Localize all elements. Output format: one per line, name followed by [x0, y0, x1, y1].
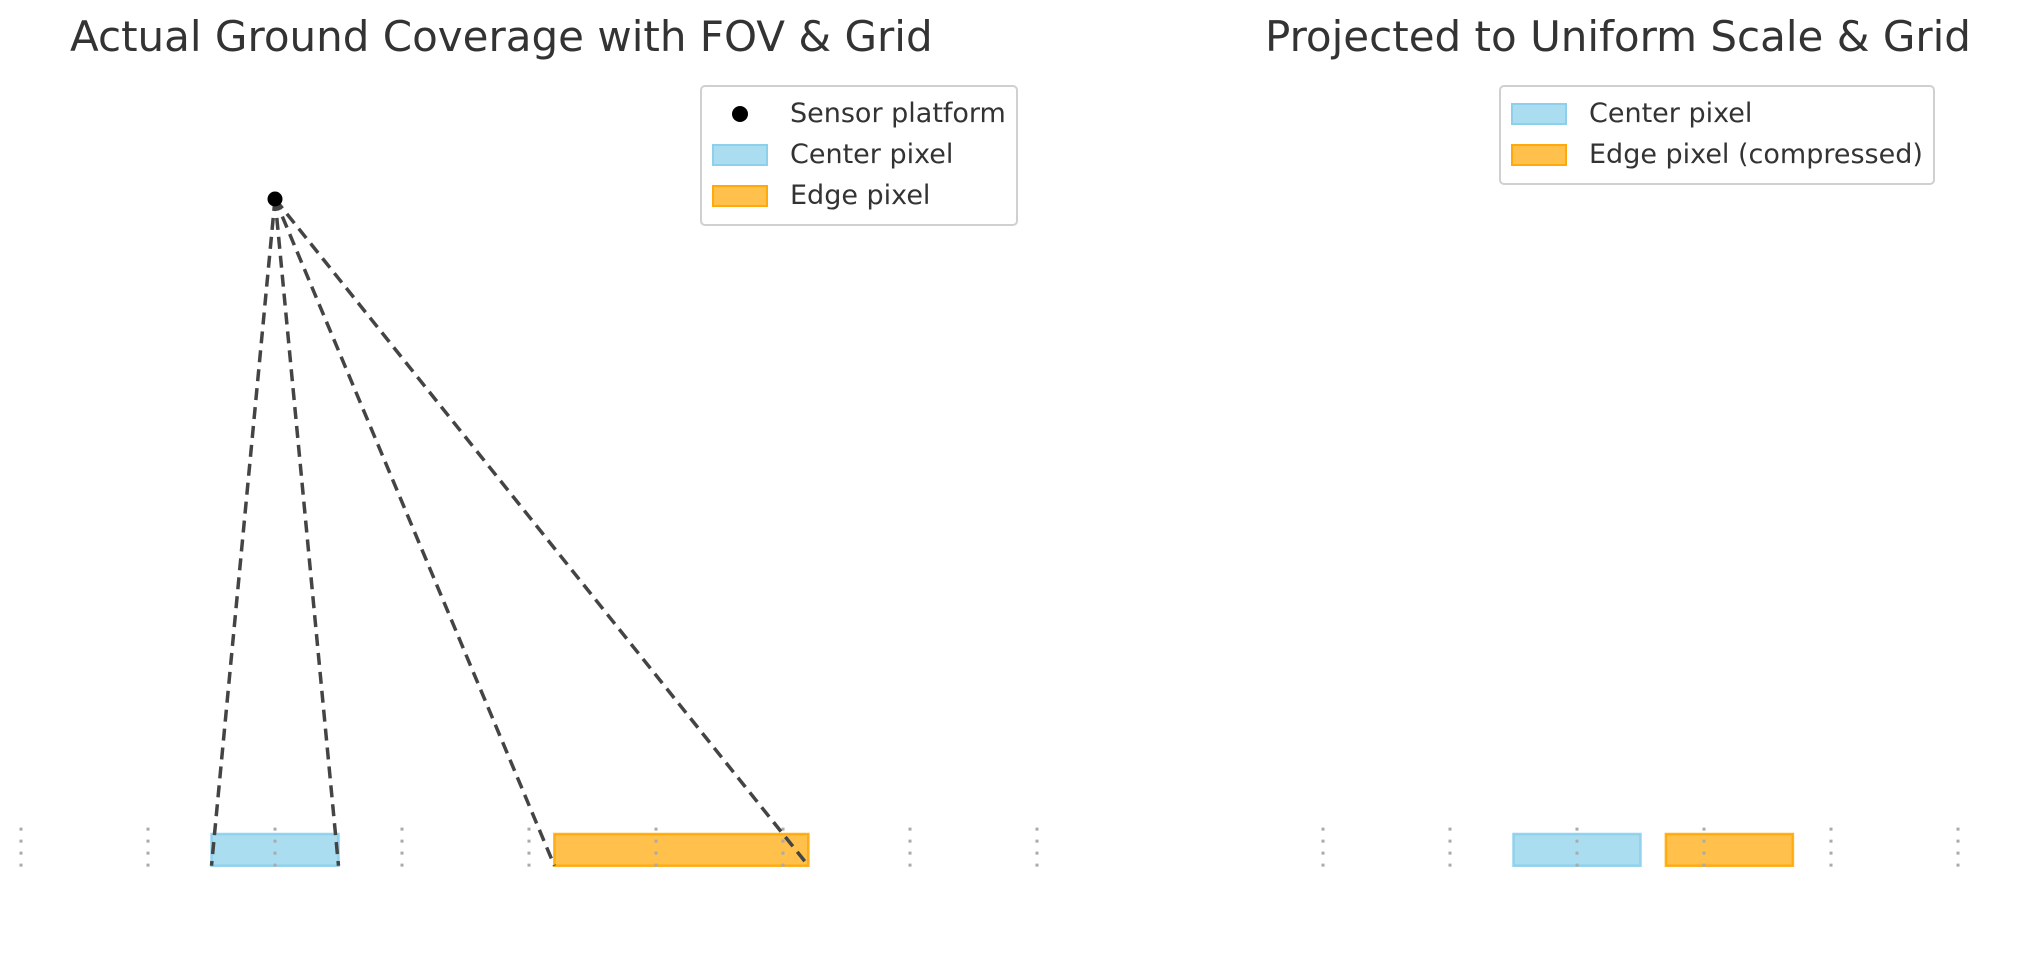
- edge-pixel-swatch: [712, 184, 768, 207]
- fov-line: [273, 198, 341, 866]
- edge-pixel: [553, 832, 810, 867]
- right-panel-title: Projected to Uniform Scale & Grid: [1265, 12, 1971, 61]
- legend-item-edge-pixel-compressed: Edge pixel (compressed): [1511, 134, 1923, 175]
- projected-edge-pixel: [1664, 832, 1795, 867]
- left-legend: Sensor platform Center pixel Edge pixel: [700, 85, 1018, 226]
- legend-label: Edge pixel (compressed): [1589, 139, 1923, 170]
- sensor-group: [267, 191, 283, 207]
- fov-line: [273, 197, 810, 867]
- fov-line: [273, 198, 557, 867]
- legend-label: Edge pixel: [790, 180, 931, 211]
- legend-item-sensor-platform: Sensor platform: [712, 93, 1006, 134]
- projected-center-pixel: [1512, 832, 1642, 867]
- sensor-platform-dot: [267, 191, 283, 207]
- center-pixel-swatch: [1511, 102, 1567, 125]
- left-panel-title: Actual Ground Coverage with FOV & Grid: [70, 12, 933, 61]
- center-pixel: [210, 832, 340, 867]
- legend-label: Center pixel: [790, 139, 954, 170]
- fov-line: [209, 198, 277, 866]
- edge-pixel-compressed-swatch: [1511, 143, 1567, 166]
- legend-item-center-pixel: Center pixel: [1511, 93, 1923, 134]
- legend-label: Sensor platform: [790, 98, 1006, 129]
- right-legend: Center pixel Edge pixel (compressed): [1499, 85, 1935, 185]
- legend-item-center-pixel: Center pixel: [712, 134, 1006, 175]
- left-pixels: [210, 832, 810, 867]
- sensor-platform-marker: [712, 105, 768, 122]
- legend-label: Center pixel: [1589, 98, 1753, 129]
- left-grid-lines: [19, 827, 1039, 873]
- legend-item-edge-pixel: Edge pixel: [712, 175, 1006, 216]
- right-grid-lines: [1321, 827, 1960, 873]
- right-pixels: [1512, 832, 1795, 867]
- fov-lines: [209, 197, 810, 867]
- center-pixel-swatch: [712, 143, 768, 166]
